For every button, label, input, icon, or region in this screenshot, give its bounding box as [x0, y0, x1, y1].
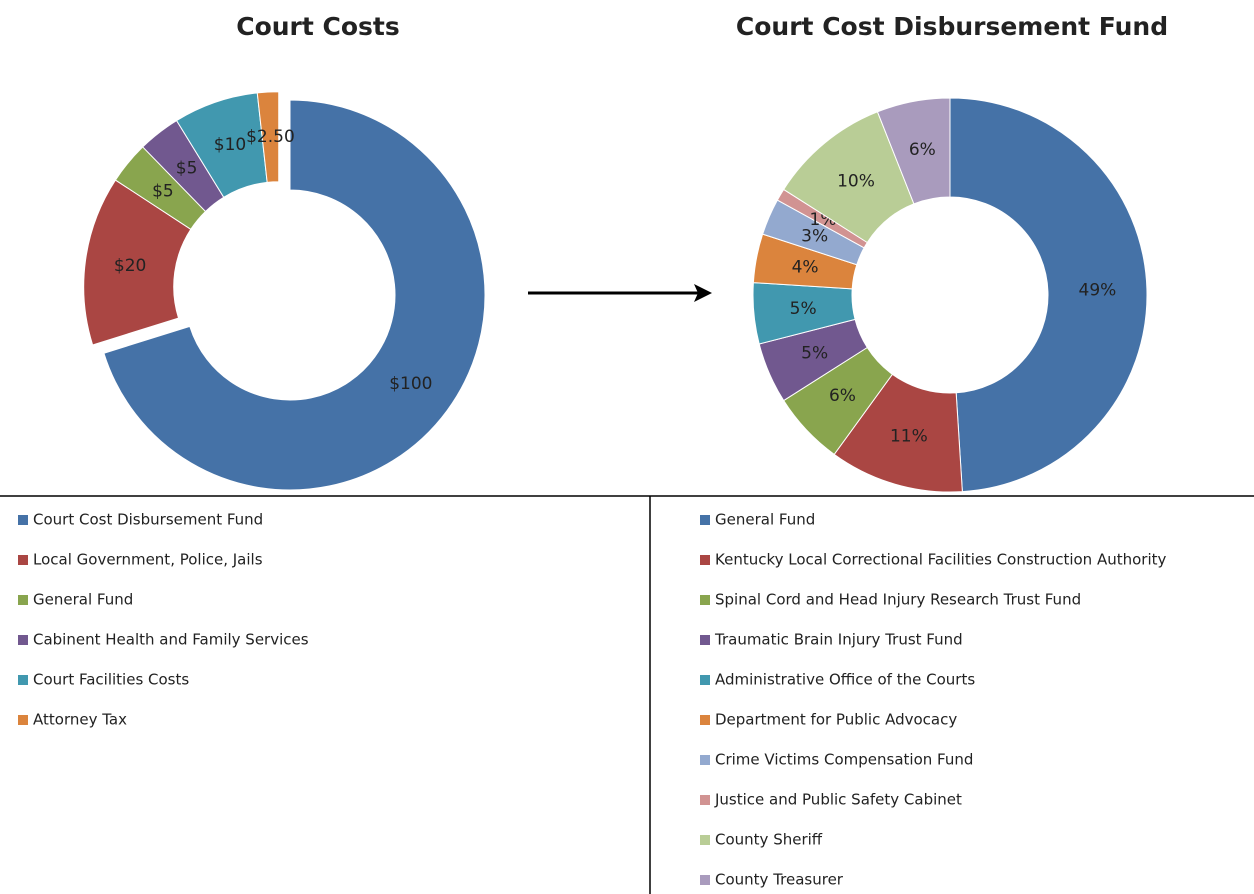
legend-label: General Fund: [33, 591, 133, 609]
legend-label: Court Facilities Costs: [33, 671, 189, 689]
legend-label: General Fund: [715, 511, 815, 529]
legend-swatch: [700, 515, 710, 525]
data-label: 11%: [890, 427, 928, 447]
legend-label: Court Cost Disbursement Fund: [33, 511, 263, 529]
arrow-head: [694, 284, 712, 302]
data-label: $5: [152, 181, 174, 201]
chart-title: Court Costs: [236, 12, 400, 41]
slice: [949, 97, 1148, 493]
data-label: 5%: [790, 299, 817, 319]
slice: [256, 91, 280, 183]
data-label: 5%: [801, 344, 828, 364]
legend-swatch: [18, 595, 28, 605]
legend-swatch: [18, 515, 28, 525]
legend-label: Department for Public Advocacy: [715, 711, 957, 729]
legend-swatch: [700, 875, 710, 885]
data-label: 6%: [829, 386, 856, 406]
legend-swatch: [700, 675, 710, 685]
data-label: $10: [214, 135, 246, 155]
legend-swatch: [700, 795, 710, 805]
data-label: 3%: [801, 226, 828, 246]
data-label: 10%: [837, 171, 875, 191]
legend-label: Traumatic Brain Injury Trust Fund: [714, 631, 963, 649]
legend-label: Justice and Public Safety Cabinet: [714, 791, 962, 809]
legend-swatch: [700, 755, 710, 765]
legend-swatch: [700, 715, 710, 725]
data-label: 4%: [792, 257, 819, 277]
data-label: 49%: [1079, 280, 1117, 300]
legend-label: Kentucky Local Correctional Facilities C…: [715, 551, 1167, 569]
legend-swatch: [18, 675, 28, 685]
legend-swatch: [700, 635, 710, 645]
legend-label: Crime Victims Compensation Fund: [715, 751, 973, 769]
legend-label: Administrative Office of the Courts: [715, 671, 975, 689]
legend-label: Spinal Cord and Head Injury Research Tru…: [715, 591, 1081, 609]
legend-swatch: [700, 595, 710, 605]
data-label: 6%: [909, 140, 936, 160]
chart-title: Court Cost Disbursement Fund: [736, 12, 1168, 41]
legend-swatch: [18, 715, 28, 725]
legend-swatch: [700, 555, 710, 565]
data-label: $5: [176, 158, 198, 178]
legend-label: Cabinent Health and Family Services: [33, 631, 309, 649]
legend-label: County Treasurer: [715, 871, 844, 889]
legend-swatch: [18, 555, 28, 565]
data-label: $100: [389, 374, 432, 394]
legend-label: County Sheriff: [715, 831, 823, 849]
data-label: $2.50: [246, 127, 295, 147]
legend-label: Local Government, Police, Jails: [33, 551, 263, 569]
slice: [876, 97, 951, 205]
legend-label: Attorney Tax: [33, 711, 127, 729]
legend-swatch: [18, 635, 28, 645]
data-label: $20: [114, 256, 146, 276]
legend-swatch: [700, 835, 710, 845]
slice: [103, 99, 486, 491]
